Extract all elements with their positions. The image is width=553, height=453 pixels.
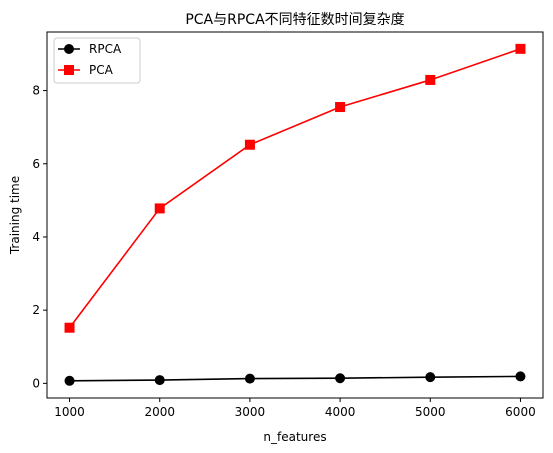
data-point-pca: [335, 102, 346, 113]
x-tick-label: 1000: [54, 405, 85, 419]
data-point-pca: [64, 322, 75, 333]
legend-marker-pca: [64, 65, 74, 75]
x-axis: 1000 2000 3000 4000 5000 6000: [54, 398, 536, 419]
y-tick-label: 0: [32, 376, 40, 390]
y-tick-label: 4: [32, 230, 40, 244]
data-point-rpca: [64, 375, 75, 386]
y-axis-label: Training time: [8, 176, 22, 255]
y-tick-label: 8: [32, 84, 40, 98]
data-point-pca: [244, 139, 255, 150]
y-axis: 0 2 4 6 8: [32, 84, 47, 390]
y-tick-label: 6: [32, 157, 40, 171]
legend: RPCA PCA: [53, 37, 141, 84]
data-point-pca: [154, 203, 165, 214]
x-axis-label: n_features: [263, 430, 326, 444]
plot-frame: [46, 31, 544, 399]
data-point-rpca: [335, 373, 346, 384]
data-point-rpca: [154, 375, 165, 386]
x-tick-label: 4000: [325, 405, 356, 419]
series-line-pca: [68, 48, 521, 329]
chart-title: PCA与RPCA不同特征数时间复杂度: [185, 11, 404, 28]
x-tick-label: 2000: [144, 405, 175, 419]
data-point-pca: [515, 43, 526, 54]
data-point-rpca: [425, 372, 436, 383]
data-point-rpca: [515, 371, 526, 382]
legend-label-rpca: RPCA: [89, 42, 122, 56]
series-line-rpca: [69, 375, 521, 382]
y-tick-label: 2: [32, 303, 40, 317]
plot-area: [64, 43, 526, 386]
legend-label-pca: PCA: [89, 63, 114, 77]
legend-marker-rpca: [64, 44, 74, 54]
data-point-pca: [425, 74, 436, 85]
x-tick-label: 6000: [505, 405, 536, 419]
data-point-rpca: [244, 373, 255, 384]
x-tick-label: 3000: [235, 405, 266, 419]
x-tick-label: 5000: [415, 405, 446, 419]
